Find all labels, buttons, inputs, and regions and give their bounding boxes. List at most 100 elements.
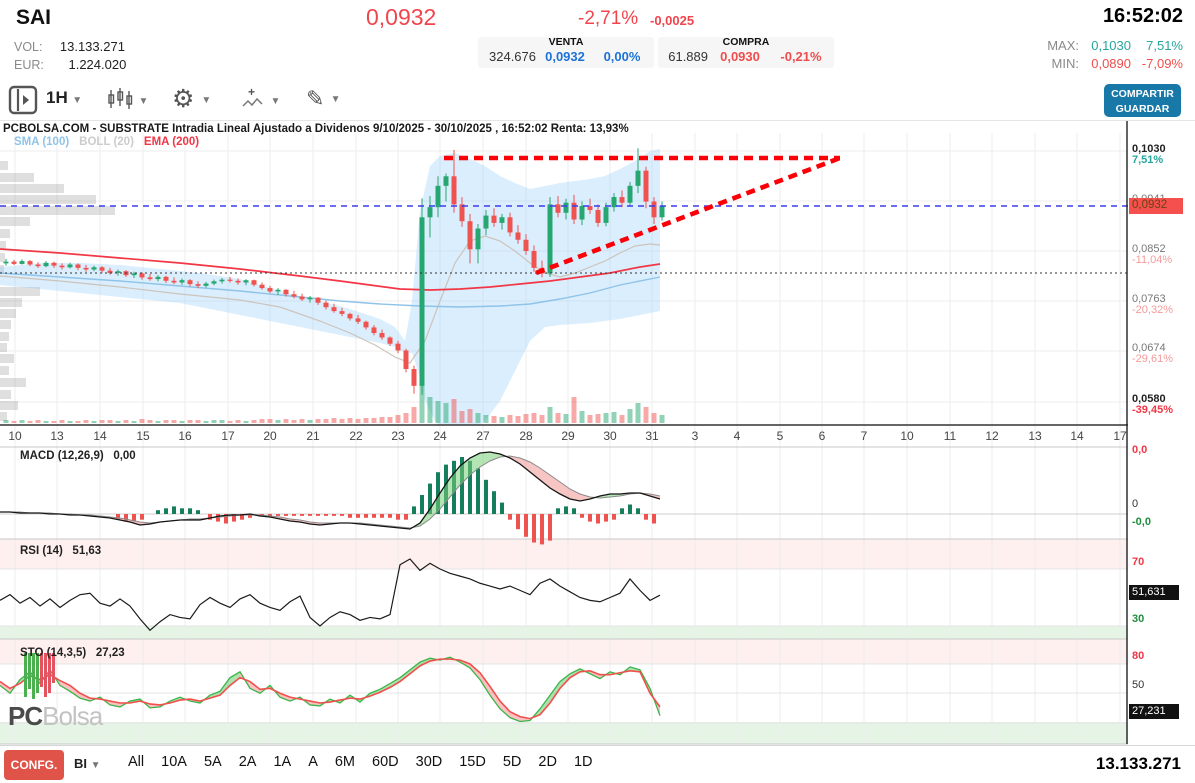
share-save-button[interactable]: COMPARTIR GUARDAR <box>1104 84 1181 117</box>
max-value: 0,1030 <box>1091 38 1131 53</box>
price-axis-label: 0,0852 <box>1132 243 1166 255</box>
price-axis-percent: -20,32% <box>1132 304 1173 316</box>
legend-item[interactable]: SMA (100) <box>14 136 70 148</box>
ask-price: 0,0932 <box>545 49 585 64</box>
bid-box: COMPRA 61.889 0,0930 -0,21% <box>658 37 834 68</box>
range-button-a[interactable]: A <box>308 754 318 770</box>
panel-toggle-icon <box>8 85 38 115</box>
bid-price: 0,0930 <box>720 49 760 64</box>
legend-item[interactable]: BOLL (20) <box>79 136 134 148</box>
candlestick-icon <box>108 88 133 109</box>
range-button-15d[interactable]: 15D <box>459 754 486 770</box>
range-button-6m[interactable]: 6M <box>334 754 356 770</box>
sto-value: 27,23 <box>95 647 125 659</box>
last-price: 0,0932 <box>366 4 437 30</box>
bottom-bar: CONFG. BI ▼ All 10A 5A 2A 1A A 6M 60D 30D 15D 5D 2D… <box>0 745 1195 783</box>
chevron-down-icon: ▼ <box>201 95 212 106</box>
add-indicator-button[interactable]: + ▼ <box>240 85 281 117</box>
pencil-icon: ✎ <box>306 86 325 111</box>
draw-tools-button[interactable]: ✎ ▼ <box>306 86 340 112</box>
indicator-axis-label: 50 <box>1132 679 1145 691</box>
eur-value: 1.224.020 <box>68 57 127 72</box>
svg-text:+: + <box>248 86 255 99</box>
ask-box: VENTA 324.676 0,0932 0,00% <box>478 37 654 68</box>
current-price-badge: 0,0932 <box>1129 198 1183 214</box>
chart-area[interactable]: PCBOLSA.COM - SUBSTRATE Intradia Lineal … <box>0 120 1195 745</box>
min-value: 0,0890 <box>1091 56 1131 71</box>
legend-item[interactable]: EMA (200) <box>143 136 200 148</box>
chart-title: PCBOLSA.COM - SUBSTRATE Intradia Lineal … <box>3 123 629 135</box>
macd-value: 0,00 <box>113 450 136 462</box>
watermark-pc: PC <box>8 701 43 731</box>
max-label: MAX: <box>1047 38 1079 53</box>
volume-row: VOL: 13.133.271 <box>14 38 125 56</box>
bid-percent: -0,21% <box>780 49 822 64</box>
symbol-name: SAI <box>16 6 52 29</box>
price-axis-label: 0,0941 <box>1132 193 1166 205</box>
chart-canvas[interactable] <box>0 121 1128 746</box>
price-axis-percent: 7,51% <box>1132 154 1164 166</box>
range-button-10a[interactable]: 10A <box>161 754 187 770</box>
vol-label: VOL: <box>14 40 43 54</box>
indicator-axis-label: -0,0 <box>1132 516 1151 528</box>
indicator-axis-label: 30 <box>1132 613 1145 625</box>
change-percent: -2,71% <box>578 8 639 29</box>
bid-label: COMPRA <box>722 36 770 48</box>
timeframe-label: 1H <box>46 88 68 107</box>
indicator-axis-label: 20 <box>1132 709 1145 721</box>
chevron-down-icon: ▼ <box>270 96 281 107</box>
price-axis-percent: -39,45% <box>1132 404 1173 416</box>
sto-panel-label: STO (14,3,5) 27,23 <box>20 647 125 659</box>
chevron-down-icon: ▼ <box>90 760 101 771</box>
range-button-1d[interactable]: 1D <box>573 754 593 770</box>
share-label: COMPARTIR <box>1111 88 1174 100</box>
indicator-axis-label: 0 <box>1132 498 1139 510</box>
macd-label: MACD (12,26,9) <box>20 450 104 462</box>
ask-label: VENTA <box>548 36 584 48</box>
macd-panel-label: MACD (12,26,9) 0,00 <box>20 450 136 462</box>
max-row: MAX: 0,1030 7,51% <box>1039 38 1183 53</box>
range-button-60d[interactable]: 60D <box>372 754 399 770</box>
chart-type-button[interactable]: ▼ <box>106 88 148 115</box>
clock: 16:52:02 <box>1102 5 1183 27</box>
indicator-axis-label: 80 <box>1132 650 1145 662</box>
settings-button[interactable]: ⚙ ▼ <box>172 84 211 114</box>
rsi-value-badge: 51,631 <box>1129 585 1179 600</box>
config-button[interactable]: CONFG. <box>4 750 64 780</box>
range-button-30d[interactable]: 30D <box>415 754 443 770</box>
range-button-all[interactable]: All <box>128 754 145 770</box>
range-button-2d[interactable]: 2D <box>538 754 557 770</box>
indicator-axis-label: 0,0 <box>1132 444 1148 456</box>
price-axis-percent: -11,04% <box>1132 254 1173 266</box>
gear-icon: ⚙ <box>172 85 195 113</box>
chart-legend: SMA (100) BOLL (20) EMA (200) <box>14 136 209 148</box>
panel-toggle-button[interactable] <box>8 85 38 120</box>
price-axis-label: 0,0674 <box>1132 342 1166 354</box>
min-row: MIN: 0,0890 -7,09% <box>1039 56 1183 71</box>
indicator-axis-label: 70 <box>1132 556 1145 568</box>
add-indicator-icon: + <box>242 85 263 107</box>
range-buttons: All 10A 5A 2A 1A A 6M 60D 30D 15D 5D 2D 1D <box>128 754 592 770</box>
watermark-bolsa: Bolsa <box>42 701 103 731</box>
ask-volume: 324.676 <box>489 49 536 64</box>
change-absolute: -0,0025 <box>650 13 695 28</box>
bid-volume: 61.889 <box>668 49 708 64</box>
chevron-down-icon: ▼ <box>138 96 149 107</box>
eur-row: EUR: 1.224.020 <box>14 56 126 74</box>
rsi-label: RSI (14) <box>20 545 63 557</box>
price-axis-label: 0,1030 <box>1132 143 1166 155</box>
range-button-2a[interactable]: 2A <box>238 754 257 770</box>
save-label: GUARDAR <box>1115 103 1170 116</box>
range-button-5d[interactable]: 5D <box>502 754 522 770</box>
min-percent: -7,09% <box>1141 56 1183 71</box>
eur-label: EUR: <box>14 58 44 72</box>
sto-label: STO (14,3,5) <box>20 647 87 659</box>
timeframe-selector[interactable]: 1H ▼ <box>46 88 82 108</box>
sto-value-badge: 27,231 <box>1129 704 1179 719</box>
interval-selector[interactable]: BI ▼ <box>74 756 101 771</box>
range-button-1a[interactable]: 1A <box>273 754 292 770</box>
max-percent: 7,51% <box>1146 38 1183 53</box>
range-button-5a[interactable]: 5A <box>203 754 222 770</box>
rsi-value: 51,63 <box>72 545 102 557</box>
ask-percent: 0,00% <box>603 49 641 64</box>
